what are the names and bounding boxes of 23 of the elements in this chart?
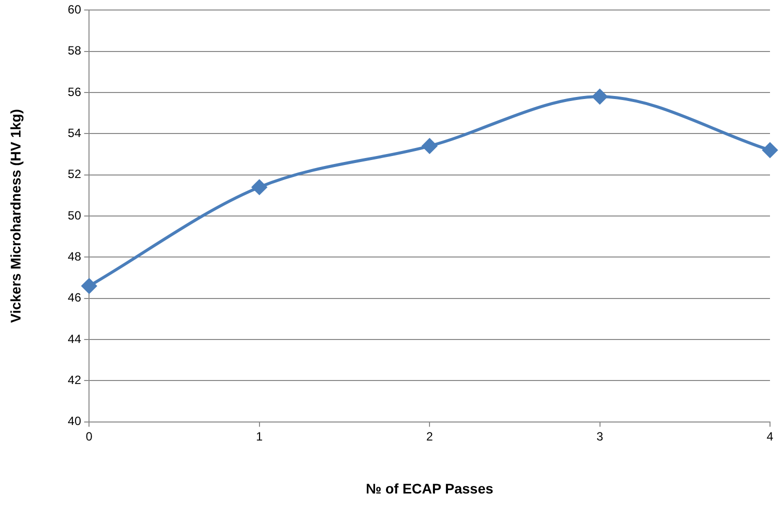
x-axis-title: № of ECAP Passes (366, 480, 494, 496)
point (762, 142, 778, 158)
y-tick-label: 44 (68, 332, 82, 346)
point (592, 89, 608, 104)
y-axis-title: Vickers Microhardness (HV 1kg) (7, 109, 24, 323)
y-tick-label: 40 (68, 414, 82, 428)
y-tick-label: 56 (68, 84, 82, 99)
y-tick-label: 42 (68, 372, 82, 387)
point (82, 278, 97, 294)
y-tick-label: 50 (68, 208, 82, 222)
x-tick-label: 3 (596, 429, 604, 444)
y-tick-label: 52 (68, 167, 82, 182)
point (422, 138, 438, 154)
point (252, 180, 267, 195)
y-tick-label: 54 (68, 126, 82, 140)
x-tick-label: 4 (766, 429, 774, 444)
x-tick-label: 1 (256, 429, 264, 444)
y-tick-label: 58 (68, 44, 82, 58)
y-tick-label: 46 (68, 290, 82, 305)
x-tick-label: 0 (86, 429, 93, 444)
y-tick-label: 60 (68, 2, 82, 17)
x-tick-label: 2 (426, 429, 434, 444)
y-tick-label: 48 (68, 249, 82, 264)
